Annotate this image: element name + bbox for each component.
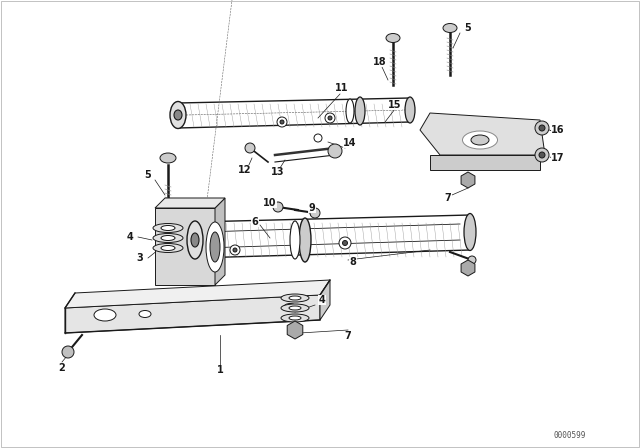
Circle shape: [280, 120, 284, 124]
Ellipse shape: [94, 309, 116, 321]
Text: 7: 7: [445, 193, 451, 203]
Polygon shape: [65, 280, 330, 308]
Circle shape: [539, 152, 545, 158]
Ellipse shape: [386, 34, 400, 43]
Ellipse shape: [281, 304, 309, 312]
Ellipse shape: [355, 97, 365, 125]
Ellipse shape: [160, 153, 176, 163]
Text: 5: 5: [145, 170, 152, 180]
Circle shape: [535, 148, 549, 162]
Ellipse shape: [346, 99, 354, 123]
Polygon shape: [155, 208, 215, 285]
Text: 12: 12: [238, 165, 252, 175]
Ellipse shape: [161, 225, 175, 231]
Text: 7: 7: [344, 331, 351, 341]
Polygon shape: [65, 295, 320, 333]
Circle shape: [339, 237, 351, 249]
Polygon shape: [320, 280, 330, 320]
Ellipse shape: [191, 233, 199, 247]
Text: 11: 11: [335, 83, 349, 93]
Ellipse shape: [153, 244, 183, 253]
Circle shape: [273, 202, 283, 212]
Text: 17: 17: [551, 153, 564, 163]
Ellipse shape: [299, 218, 311, 262]
Circle shape: [233, 248, 237, 252]
Ellipse shape: [281, 294, 309, 302]
Text: 13: 13: [271, 167, 285, 177]
Polygon shape: [215, 198, 225, 285]
Circle shape: [314, 134, 322, 142]
Ellipse shape: [170, 102, 186, 129]
Ellipse shape: [405, 97, 415, 123]
Ellipse shape: [464, 214, 476, 250]
Circle shape: [539, 125, 545, 131]
Ellipse shape: [471, 135, 489, 145]
Ellipse shape: [281, 314, 309, 322]
Text: 10: 10: [263, 198, 276, 208]
Polygon shape: [461, 260, 475, 276]
Ellipse shape: [174, 110, 182, 120]
Ellipse shape: [187, 221, 203, 259]
Ellipse shape: [463, 131, 497, 149]
Text: 18: 18: [373, 57, 387, 67]
Polygon shape: [155, 198, 225, 208]
Polygon shape: [420, 113, 545, 155]
Text: 15: 15: [388, 100, 402, 110]
Ellipse shape: [153, 233, 183, 242]
Circle shape: [468, 256, 476, 264]
Text: 5: 5: [465, 23, 472, 33]
Ellipse shape: [161, 246, 175, 250]
Text: 3: 3: [136, 253, 143, 263]
Text: 1: 1: [216, 365, 223, 375]
Text: 16: 16: [551, 125, 564, 135]
Ellipse shape: [139, 310, 151, 318]
Circle shape: [342, 241, 348, 246]
Circle shape: [325, 113, 335, 123]
Ellipse shape: [443, 23, 457, 33]
Ellipse shape: [161, 236, 175, 241]
Polygon shape: [287, 321, 303, 339]
Circle shape: [328, 116, 332, 120]
Ellipse shape: [289, 306, 301, 310]
Circle shape: [535, 121, 549, 135]
Ellipse shape: [289, 296, 301, 300]
Circle shape: [230, 245, 240, 255]
Polygon shape: [461, 172, 475, 188]
Circle shape: [328, 144, 342, 158]
Ellipse shape: [289, 316, 301, 320]
Text: 6: 6: [252, 217, 259, 227]
Text: 14: 14: [343, 138, 356, 148]
Circle shape: [245, 143, 255, 153]
Text: 9: 9: [308, 203, 316, 213]
Polygon shape: [430, 155, 540, 170]
Circle shape: [62, 346, 74, 358]
Circle shape: [277, 117, 287, 127]
Circle shape: [310, 208, 320, 218]
Ellipse shape: [210, 232, 220, 262]
Text: 0000599: 0000599: [554, 431, 586, 439]
Ellipse shape: [284, 303, 296, 310]
Text: 4: 4: [319, 295, 325, 305]
Text: 4: 4: [127, 232, 133, 242]
Text: 8: 8: [349, 257, 356, 267]
Ellipse shape: [290, 221, 300, 259]
Ellipse shape: [206, 222, 224, 272]
Ellipse shape: [153, 224, 183, 233]
Text: 2: 2: [59, 363, 65, 373]
